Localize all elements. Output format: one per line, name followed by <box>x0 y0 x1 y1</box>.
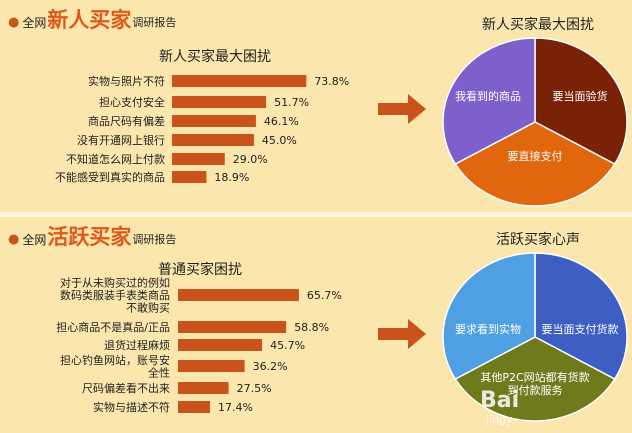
active-buyer-bar-chart-title: 普通买家困扰 <box>158 262 242 278</box>
bar-value-label: 29.0% <box>233 153 268 166</box>
active-buyer-heading: ● 全网 活跃买家 调研报告 <box>8 223 176 249</box>
bar <box>172 134 254 146</box>
pie-slice <box>454 336 616 422</box>
heading-suffix: 调研报告 <box>132 233 177 246</box>
bullet-icon: ● <box>8 15 20 30</box>
bar <box>172 153 225 165</box>
bar-category-label: 不能感受到真实的商品 <box>55 170 165 184</box>
active-buyer-pie-title: 活跃买家心声 <box>496 232 580 248</box>
pie-slice-label: 要求看到实物 <box>455 322 521 336</box>
bar-category-label: 没有开通网上银行 <box>77 133 165 147</box>
pie-slice <box>442 252 536 380</box>
bar <box>172 115 256 127</box>
bullet-icon: ● <box>8 232 20 247</box>
bar <box>172 171 207 183</box>
new-buyer-bar-chart-title: 新人买家最大困扰 <box>159 49 271 65</box>
bar-value-label: 45.0% <box>262 134 297 147</box>
bar-value-label: 45.7% <box>270 339 305 352</box>
bar-value-label: 46.1% <box>264 115 299 128</box>
heading-highlight: 活跃买家 <box>47 225 132 249</box>
section-divider <box>0 212 632 218</box>
bar <box>178 401 211 413</box>
pie-slice-label: 要当面验货 <box>553 89 608 103</box>
bar-category-label: 担心商品不是真品/正品 <box>56 320 170 334</box>
bar <box>172 75 307 87</box>
pie-slice-label: 其他P2C网站都有货款到付款服务 <box>480 370 589 397</box>
pie-slice-label: 要当面支付货款 <box>542 322 619 336</box>
bar-category-label: 退货过程麻烦 <box>104 338 170 352</box>
pie-slice-label: 我看到的商品 <box>455 89 521 103</box>
heading-prefix: 全网 <box>22 233 47 247</box>
new-buyer-pie-title: 新人买家最大困扰 <box>482 17 594 33</box>
bar <box>178 382 229 394</box>
bar-value-label: 73.8% <box>314 75 349 88</box>
new-buyer-panel: ● 全网 新人买家 调研报告 新人买家最大困扰 实物与照片不符 73.8% 担心支付… <box>0 0 632 213</box>
arrow-icon <box>378 94 426 124</box>
watermark-sub: jingy <box>486 413 513 426</box>
bar-value-label: 65.7% <box>307 289 342 302</box>
bar-category-label: 担心支付安全 <box>99 95 165 109</box>
bar-category-label: 尺码偏差看不出来 <box>82 381 170 395</box>
bar-category-label: 实物与照片不符 <box>88 74 165 88</box>
bar <box>172 96 267 108</box>
bar-value-label: 36.2% <box>253 360 288 373</box>
bar-category-label: 商品尺码有偏差 <box>88 114 165 128</box>
pie-slice <box>454 121 616 207</box>
bar-value-label: 51.7% <box>274 96 309 109</box>
bar-value-label: 27.5% <box>237 382 272 395</box>
new-buyer-bar-chart: 实物与照片不符 73.8% 担心支付安全 51.7% 商品尺码有偏差 46.1% 没有开通网… <box>55 74 349 184</box>
bar <box>178 360 245 372</box>
bar <box>178 321 287 333</box>
new-buyer-heading: ● 全网 新人买家 调研报告 <box>8 6 176 32</box>
bar <box>178 289 299 301</box>
bar-category-label: 实物与描述不符 <box>93 400 170 414</box>
pie-slice <box>534 37 628 165</box>
active-buyer-panel: ● 全网 活跃买家 调研报告 普通买家困扰 对于从未购买过的例如数码类服装手表类… <box>0 217 632 433</box>
pie-slice <box>442 37 536 165</box>
active-buyer-bar-chart: 对于从未购买过的例如数码类服装手表类商品不敢购买 65.7% 担心商品不是真品/正品… <box>56 276 342 415</box>
bar-value-label: 58.8% <box>294 321 329 334</box>
bar-category-label: 对于从未购买过的例如数码类服装手表类商品不敢购买 <box>60 276 170 315</box>
bar <box>178 339 263 351</box>
pie-slice-label: 要直接支付 <box>508 149 563 163</box>
bar-category-label: 不知道怎么网上付款 <box>66 152 165 166</box>
heading-highlight: 新人买家 <box>47 8 132 32</box>
heading-prefix: 全网 <box>22 16 47 30</box>
bar-value-label: 17.4% <box>218 401 253 414</box>
arrow-icon <box>378 319 426 349</box>
pie-slice <box>534 252 628 380</box>
heading-suffix: 调研报告 <box>132 16 177 29</box>
bar-value-label: 18.9% <box>214 171 249 184</box>
watermark-logo: Bai <box>480 388 520 413</box>
bar-category-label: 担心钓鱼网站，账号安全性 <box>60 353 170 380</box>
